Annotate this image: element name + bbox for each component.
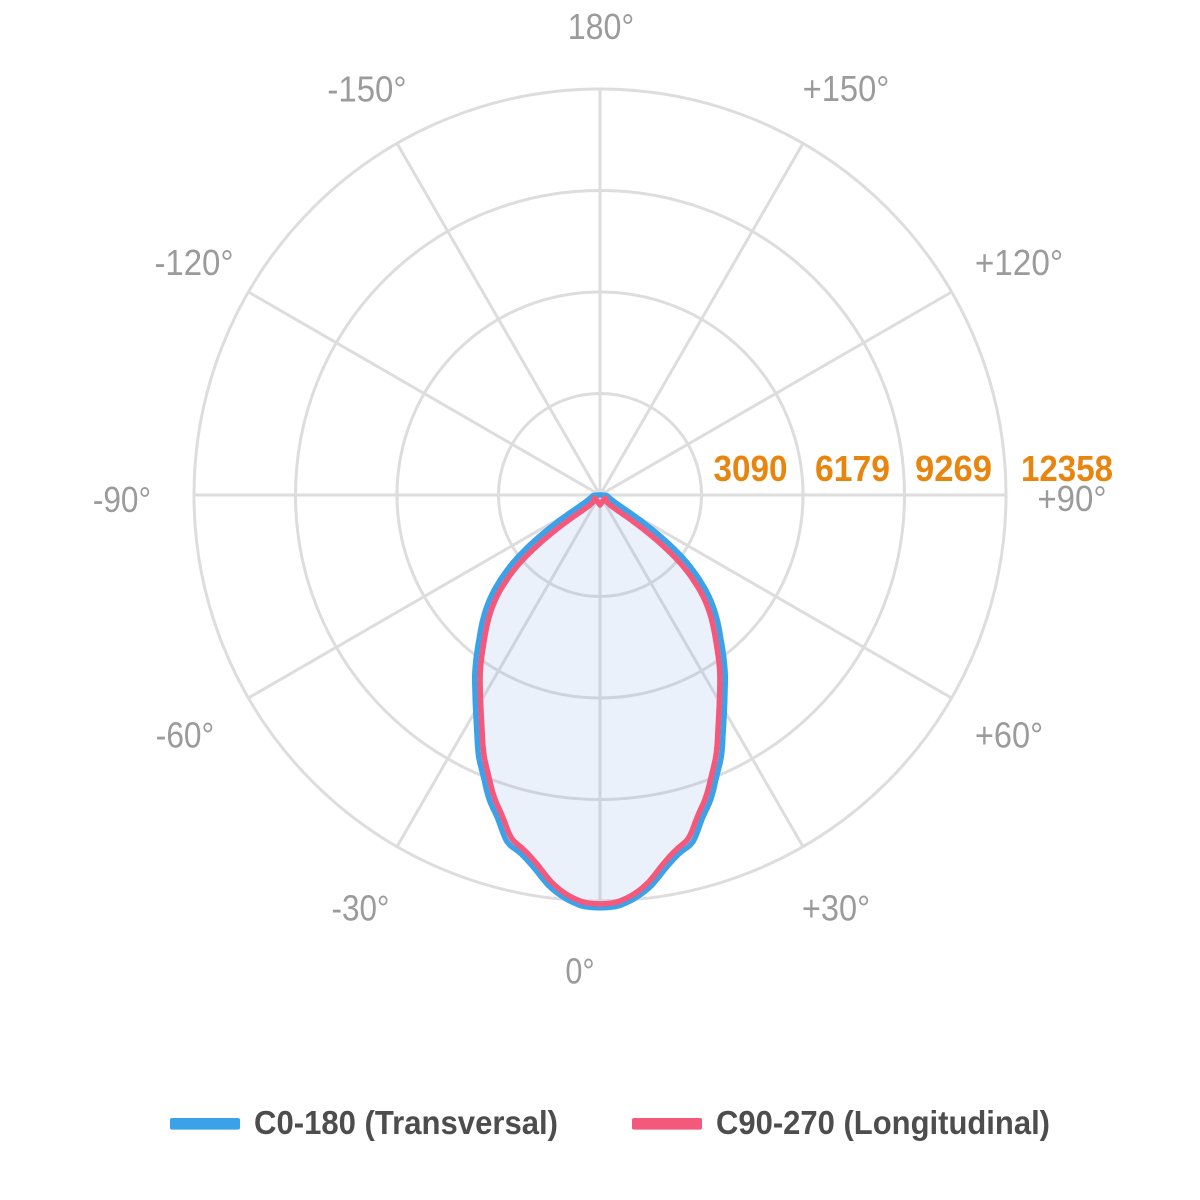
svg-text:+150°: +150°	[803, 68, 890, 109]
svg-text:+120°: +120°	[975, 242, 1063, 283]
svg-text:-150°: -150°	[327, 69, 406, 110]
svg-text:+30°: +30°	[802, 888, 870, 929]
svg-text:180°: 180°	[568, 6, 635, 47]
svg-text:-30°: -30°	[332, 888, 390, 929]
svg-text:-120°: -120°	[154, 242, 233, 283]
svg-text:C90-270 (Longitudinal): C90-270 (Longitudinal)	[716, 1104, 1050, 1141]
svg-text:6179: 6179	[815, 448, 890, 489]
svg-text:3090: 3090	[714, 448, 788, 489]
svg-text:+90°: +90°	[1037, 478, 1106, 519]
svg-text:-60°: -60°	[156, 715, 214, 756]
svg-text:12358: 12358	[1021, 448, 1113, 489]
svg-text:-90°: -90°	[93, 479, 151, 520]
svg-text:+60°: +60°	[975, 715, 1043, 756]
svg-text:C0-180 (Transversal): C0-180 (Transversal)	[254, 1104, 558, 1141]
svg-text:9269: 9269	[915, 448, 992, 489]
svg-text:0°: 0°	[565, 951, 594, 992]
